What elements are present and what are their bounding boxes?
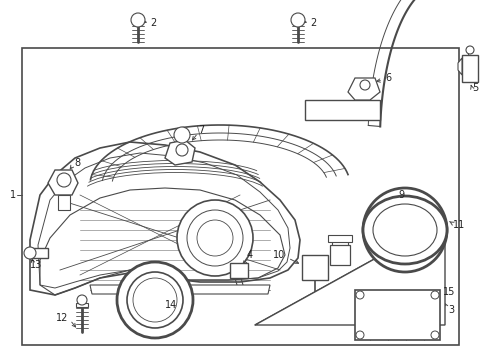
Polygon shape <box>354 290 439 340</box>
Text: 9: 9 <box>397 190 403 200</box>
Text: 13: 13 <box>30 260 42 270</box>
Polygon shape <box>254 220 444 325</box>
Text: 12: 12 <box>56 313 68 323</box>
Polygon shape <box>30 248 48 258</box>
Text: 5: 5 <box>471 83 477 93</box>
Bar <box>22 48 458 345</box>
Text: 2: 2 <box>309 18 316 28</box>
Circle shape <box>131 13 145 27</box>
Text: 11: 11 <box>452 220 464 230</box>
Circle shape <box>176 144 187 156</box>
Polygon shape <box>302 255 327 280</box>
Text: 1: 1 <box>10 190 16 200</box>
Polygon shape <box>164 140 195 165</box>
Polygon shape <box>329 245 349 265</box>
Text: 10: 10 <box>272 250 285 260</box>
Text: 6: 6 <box>384 73 390 83</box>
Text: 4: 4 <box>246 250 253 260</box>
Polygon shape <box>58 195 70 210</box>
Polygon shape <box>229 263 247 278</box>
Polygon shape <box>305 100 379 120</box>
Text: 8: 8 <box>74 158 80 168</box>
Polygon shape <box>48 170 78 195</box>
Circle shape <box>24 247 36 259</box>
Polygon shape <box>90 285 269 294</box>
Ellipse shape <box>362 196 446 264</box>
Circle shape <box>362 188 446 272</box>
Polygon shape <box>327 235 351 242</box>
Text: 3: 3 <box>447 305 453 315</box>
Circle shape <box>174 127 190 143</box>
Circle shape <box>177 200 252 276</box>
Circle shape <box>465 46 473 54</box>
Circle shape <box>117 262 193 338</box>
Polygon shape <box>347 78 379 100</box>
Text: 15: 15 <box>442 287 454 297</box>
Polygon shape <box>457 58 461 75</box>
Circle shape <box>77 295 87 305</box>
Circle shape <box>359 80 369 90</box>
Circle shape <box>57 173 71 187</box>
Polygon shape <box>461 55 477 82</box>
Text: 14: 14 <box>164 300 177 310</box>
Circle shape <box>290 13 305 27</box>
Polygon shape <box>76 303 88 307</box>
Text: 2: 2 <box>150 18 156 28</box>
Text: 7: 7 <box>198 125 204 135</box>
Polygon shape <box>30 142 299 295</box>
